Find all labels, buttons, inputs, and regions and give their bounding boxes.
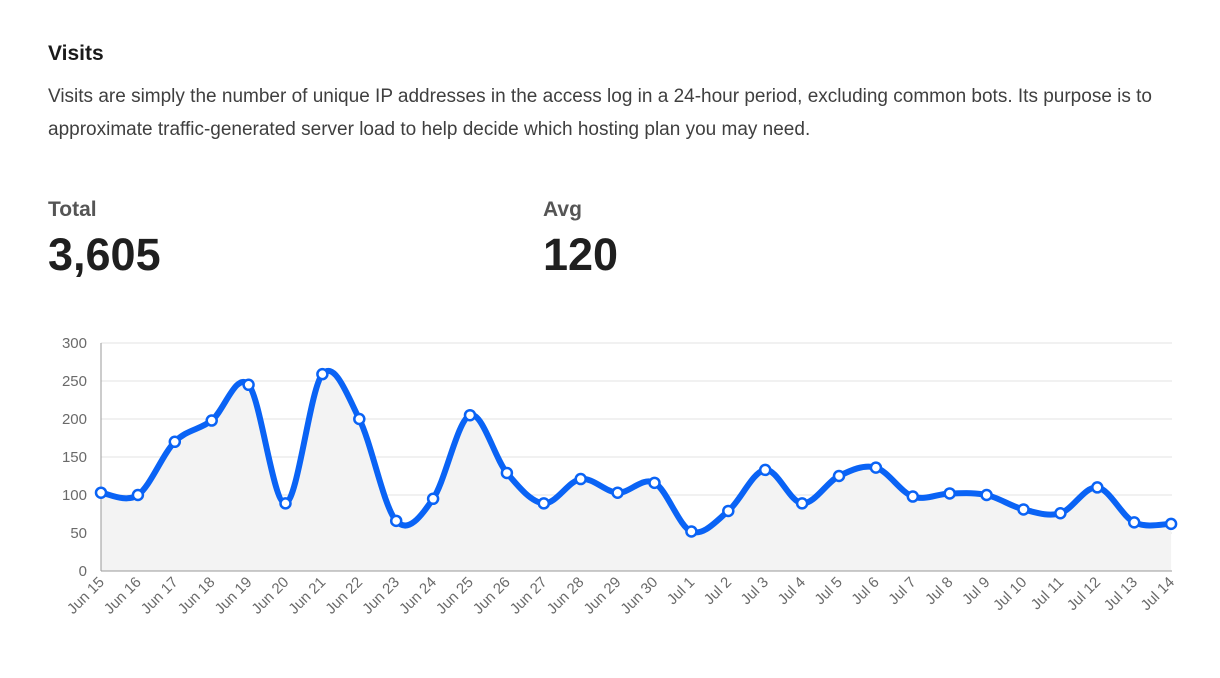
x-tick-label: Jun 20 bbox=[248, 574, 292, 618]
data-point bbox=[648, 476, 661, 490]
x-tick-label: Jul 14 bbox=[1138, 574, 1178, 614]
data-point bbox=[94, 486, 108, 499]
x-tick-label: Jul 5 bbox=[811, 574, 845, 608]
data-point bbox=[869, 461, 883, 474]
y-tick-label: 50 bbox=[70, 525, 87, 542]
data-point bbox=[1017, 503, 1030, 516]
x-tick-label: Jun 29 bbox=[581, 574, 625, 618]
x-tick-label: Jun 24 bbox=[396, 574, 440, 618]
avg-stat: Avg 120 bbox=[543, 198, 618, 282]
data-point bbox=[1054, 506, 1067, 520]
x-tick-label: Jul 9 bbox=[959, 574, 993, 608]
x-tick-label: Jun 26 bbox=[470, 574, 514, 618]
x-tick-label: Jul 11 bbox=[1028, 574, 1068, 614]
area-fill bbox=[101, 370, 1172, 571]
x-tick-label: Jul 12 bbox=[1064, 574, 1104, 614]
avg-value: 120 bbox=[543, 229, 619, 280]
y-tick-label: 150 bbox=[62, 449, 87, 466]
data-point bbox=[832, 469, 846, 483]
x-tick-label: Jul 6 bbox=[848, 574, 882, 608]
data-point bbox=[389, 514, 403, 528]
section-description: Visits are simply the number of unique I… bbox=[48, 86, 1153, 140]
data-point bbox=[500, 466, 514, 480]
data-point bbox=[574, 472, 587, 486]
avg-label: Avg bbox=[543, 198, 582, 221]
y-tick-label: 300 bbox=[62, 335, 87, 352]
x-tick-label: Jun 27 bbox=[507, 574, 551, 618]
data-point bbox=[426, 492, 440, 506]
x-tick-label: Jun 28 bbox=[544, 574, 588, 618]
data-point bbox=[242, 378, 255, 392]
data-point bbox=[722, 504, 735, 518]
data-point bbox=[685, 525, 698, 538]
data-point bbox=[906, 490, 920, 503]
x-tick-label: Jul 3 bbox=[738, 574, 772, 608]
data-point bbox=[316, 367, 329, 381]
data-point bbox=[1091, 481, 1104, 494]
data-point bbox=[943, 487, 956, 500]
x-tick-label: Jun 16 bbox=[101, 574, 145, 618]
data-point bbox=[1164, 517, 1178, 531]
x-tick-label: Jul 8 bbox=[922, 574, 956, 608]
data-point bbox=[205, 414, 218, 427]
x-tick-label: Jun 30 bbox=[617, 574, 661, 618]
data-point bbox=[353, 412, 366, 426]
x-tick-label: Jul 4 bbox=[775, 574, 809, 608]
x-tick-label: Jul 2 bbox=[701, 574, 735, 608]
data-point bbox=[795, 497, 809, 510]
x-tick-label: Jun 17 bbox=[138, 574, 182, 618]
x-tick-label: Jul 1 bbox=[664, 574, 698, 608]
total-value: 3,605 bbox=[48, 229, 161, 280]
x-tick-label: Jul 7 bbox=[885, 574, 919, 608]
x-tick-label: Jul 10 bbox=[990, 574, 1030, 614]
x-tick-label: Jul 13 bbox=[1101, 574, 1141, 614]
data-point bbox=[279, 497, 292, 510]
data-point bbox=[980, 488, 993, 502]
section-title: Visits bbox=[48, 42, 104, 65]
data-point bbox=[537, 497, 551, 510]
data-point bbox=[463, 408, 477, 422]
x-tick-label: Jun 23 bbox=[359, 574, 403, 618]
x-tick-label: Jun 15 bbox=[64, 574, 108, 618]
y-tick-label: 0 bbox=[79, 563, 87, 580]
data-point bbox=[131, 488, 145, 502]
x-tick-label: Jun 22 bbox=[322, 574, 366, 618]
total-label: Total bbox=[48, 198, 97, 221]
data-point bbox=[168, 435, 182, 449]
x-tick-label: Jun 21 bbox=[285, 574, 329, 618]
total-stat: Total 3,605 bbox=[48, 198, 161, 282]
y-tick-label: 200 bbox=[62, 411, 87, 428]
data-point bbox=[611, 486, 624, 499]
x-tick-label: Jun 25 bbox=[433, 574, 477, 618]
x-tick-label: Jun 18 bbox=[175, 574, 219, 618]
x-tick-label: Jun 19 bbox=[212, 574, 256, 618]
data-point bbox=[758, 463, 772, 477]
y-tick-label: 250 bbox=[62, 373, 87, 390]
y-tick-label: 100 bbox=[62, 487, 87, 504]
data-point bbox=[1127, 516, 1141, 529]
